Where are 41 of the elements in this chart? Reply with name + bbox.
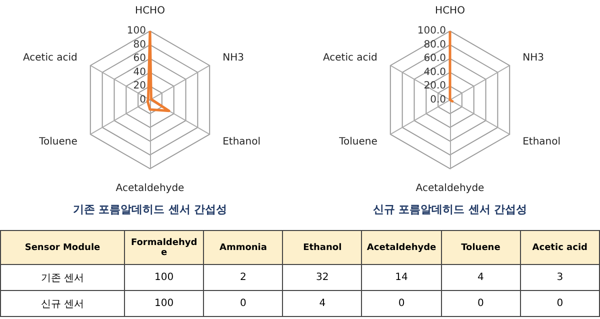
- y-tick-label: 60: [133, 53, 146, 64]
- spoke-label: Acetic acid: [22, 52, 78, 64]
- category-label: Acetic acid: [520, 230, 600, 264]
- category-label: Formaldehyde: [124, 230, 204, 264]
- y-tick-label: 20.0: [424, 80, 446, 92]
- spoke-label: Acetaldehyde: [116, 183, 184, 194]
- spoke-label: Ethanol: [522, 136, 561, 148]
- text: 신규 포름알데히드 센서 간섭성: [372, 203, 528, 216]
- y-tick-label: 80.0: [424, 39, 446, 50]
- spoke-label: HCHO: [135, 6, 166, 17]
- y-tick-label: 60.0: [424, 53, 446, 64]
- data-label: 14: [362, 264, 442, 290]
- text: 기존 센서: [0, 264, 124, 290]
- category-label: Acetaldehyde: [362, 230, 442, 264]
- data-label: 0: [520, 290, 600, 316]
- spoke-label: Acetic acid: [322, 52, 378, 64]
- spoke-label: HCHO: [435, 6, 466, 17]
- text: 기존 포름알데히드 센서 간섭성: [72, 203, 228, 216]
- data-label: 0: [441, 290, 520, 316]
- y-tick-label: 100.0: [417, 26, 446, 37]
- spoke-label: NH3: [522, 52, 544, 64]
- data-label: 2: [204, 264, 283, 290]
- spoke-label: Toluene: [38, 136, 78, 148]
- spoke-label: Ethanol: [222, 136, 261, 148]
- spoke-label: Toluene: [338, 136, 378, 148]
- y-tick-label: 80: [133, 39, 146, 50]
- category-label: Toluene: [441, 230, 520, 264]
- data-label: 3: [520, 264, 600, 290]
- text: Sensor Module: [0, 230, 124, 264]
- spoke-label: Acetaldehyde: [416, 183, 484, 194]
- y-tick-label: 40.0: [424, 66, 446, 78]
- data-label: 32: [282, 264, 362, 290]
- spoke-label: NH3: [222, 52, 244, 64]
- category-label: Ammonia: [204, 230, 283, 264]
- category-label: Ethanol: [282, 230, 362, 264]
- data-label: 0: [204, 290, 283, 316]
- y-tick-label: 40: [133, 66, 146, 78]
- data-label: 4: [282, 290, 362, 316]
- text: 신규 센서: [0, 290, 124, 316]
- data-label: 4: [441, 264, 520, 290]
- y-tick-label: 100: [126, 26, 146, 37]
